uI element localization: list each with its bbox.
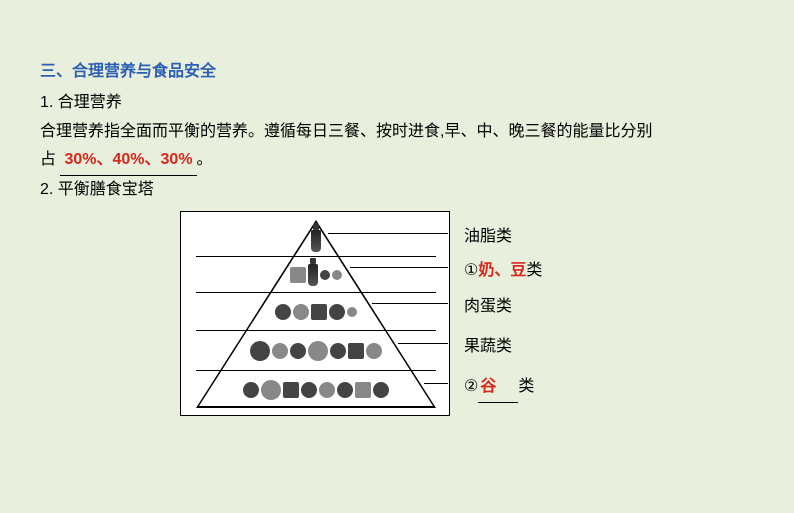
label-3-text: 肉蛋类 <box>464 293 512 322</box>
food-icon <box>308 341 328 361</box>
tier-4-icons <box>223 334 409 368</box>
label-4-text: 果蔬类 <box>464 333 512 362</box>
food-icon <box>293 304 309 320</box>
food-icon <box>275 304 291 320</box>
food-icon <box>290 267 306 283</box>
pyramid-figure: 油脂类 ① 奶、豆 类 肉蛋类 果蔬类 ② 谷 类 <box>180 211 660 426</box>
sec1-title: 1. 合理营养 <box>40 89 754 118</box>
food-icon <box>290 343 306 359</box>
tier-2-icons <box>271 260 361 290</box>
label-5-red: 谷 <box>480 378 496 395</box>
food-icon <box>261 380 281 400</box>
label-5-blank: 谷 <box>478 373 518 403</box>
pyramid-box <box>180 211 450 416</box>
food-icon <box>355 382 371 398</box>
food-icon <box>311 230 321 252</box>
sec1-line1: 合理营养指全面而平衡的营养。遵循每日三餐、按时进食,早、中、晚三餐的能量比分别 <box>40 118 754 147</box>
tier-5-icons <box>200 374 432 406</box>
sec1-blank-text: 30%、40%、30% <box>64 151 192 168</box>
food-icon <box>250 341 270 361</box>
sec1-suffix: 。 <box>197 151 213 168</box>
sec1-fill-line: 占 30%、40%、30% 。 <box>40 146 754 176</box>
tier-line-4 <box>196 370 436 371</box>
label-2-suffix: 类 <box>526 257 542 286</box>
label-2-red: 奶、豆 <box>478 257 526 286</box>
label-1-text: 油脂类 <box>464 223 512 252</box>
tier-line-3 <box>196 330 436 331</box>
label-1: 油脂类 <box>464 223 512 252</box>
food-icon <box>319 382 335 398</box>
tier-1-icons <box>292 226 340 256</box>
food-icon <box>337 382 353 398</box>
tier-line-2 <box>196 292 436 293</box>
label-2: ① 奶、豆 类 <box>464 257 542 286</box>
leader-3 <box>372 303 448 304</box>
food-icon <box>330 343 346 359</box>
leader-2 <box>350 267 448 268</box>
food-icon <box>347 307 357 317</box>
sec1-prefix: 占 <box>40 151 56 168</box>
food-icon <box>308 264 318 286</box>
food-icon <box>373 382 389 398</box>
label-5-prefix: ② <box>464 373 478 402</box>
leader-4 <box>398 343 448 344</box>
pyramid <box>196 220 436 408</box>
sec2-title: 2. 平衡膳食宝塔 <box>40 176 754 205</box>
sec1-blank: 30%、40%、30% <box>60 146 196 176</box>
food-icon <box>311 304 327 320</box>
tier-3-icons <box>248 296 384 328</box>
label-5-suffix: 类 <box>518 373 534 402</box>
food-icon <box>329 304 345 320</box>
label-2-prefix: ① <box>464 257 478 286</box>
food-icon <box>332 270 342 280</box>
food-icon <box>243 382 259 398</box>
food-icon <box>348 343 364 359</box>
content: 三、合理营养与食品安全 1. 合理营养 合理营养指全面而平衡的营养。遵循每日三餐… <box>40 58 754 426</box>
food-icon <box>272 343 288 359</box>
leader-5 <box>424 383 448 384</box>
food-icon <box>320 270 330 280</box>
food-icon <box>366 343 382 359</box>
leader-1 <box>328 233 448 234</box>
label-4: 果蔬类 <box>464 333 512 362</box>
label-3: 肉蛋类 <box>464 293 512 322</box>
tier-line-1 <box>196 256 436 257</box>
section-heading: 三、合理营养与食品安全 <box>40 58 754 87</box>
label-5: ② 谷 类 <box>464 373 534 403</box>
food-icon <box>283 382 299 398</box>
food-icon <box>301 382 317 398</box>
